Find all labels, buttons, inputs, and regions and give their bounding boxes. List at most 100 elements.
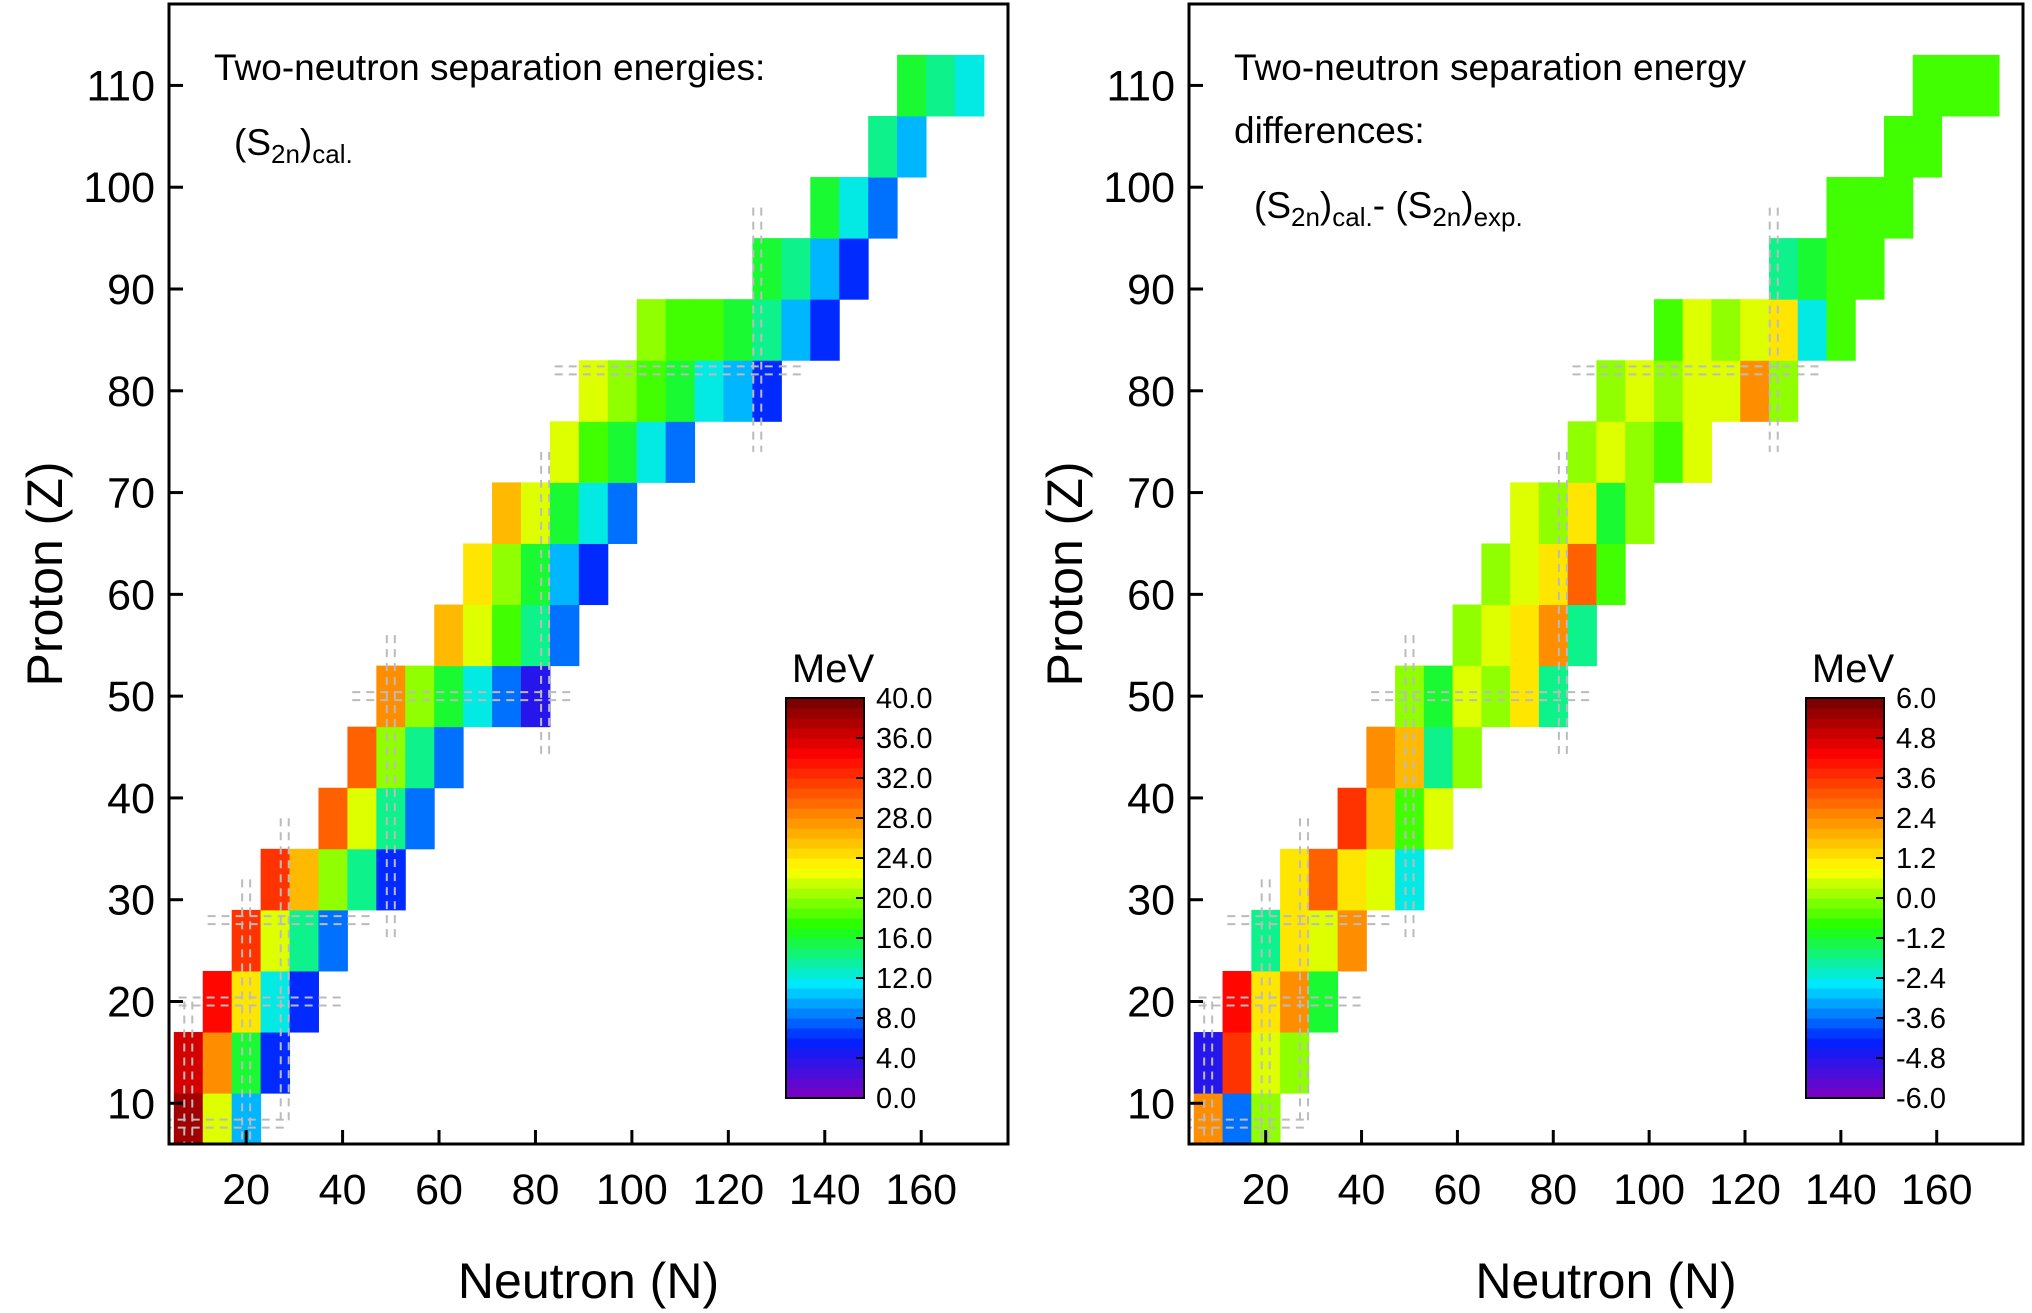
cell [694, 299, 725, 361]
colorbar-tick-label: -1.2 [1896, 923, 1946, 955]
cell [1884, 115, 1914, 178]
colorbar-band [786, 798, 864, 809]
cell [1596, 543, 1626, 606]
cell [1481, 604, 1511, 667]
y-tick-label: 70 [1127, 470, 1175, 518]
x-tick-label: 120 [692, 1166, 764, 1214]
x-tick-label: 60 [415, 1166, 463, 1214]
cell [520, 543, 551, 606]
cell [810, 299, 840, 361]
cell [1711, 299, 1741, 361]
cell [1452, 726, 1482, 789]
cell [752, 238, 782, 300]
cell [1768, 238, 1799, 300]
colorbar-band [1806, 978, 1884, 989]
colorbar-band [786, 758, 864, 769]
colorbar-tick-label: 12.0 [876, 963, 932, 995]
y-axis-label: Proton (Z) [17, 461, 73, 686]
cell [1826, 299, 1856, 361]
colorbar-band [1806, 938, 1884, 949]
cell [1855, 177, 1885, 239]
cell [260, 1032, 291, 1094]
cell [1768, 299, 1799, 361]
colorbar-tick-label: 6.0 [1896, 683, 1936, 715]
colorbar-band [1806, 818, 1884, 829]
cell [347, 726, 377, 789]
cell [1280, 970, 1310, 1033]
x-tick-label: 140 [1805, 1166, 1877, 1214]
x-tick-label: 160 [885, 1166, 957, 1214]
cell [1193, 1093, 1224, 1144]
cell [636, 360, 667, 422]
x-tick-label: 100 [1613, 1166, 1685, 1214]
cell [781, 299, 811, 361]
colorbar-band [786, 1008, 864, 1019]
colorbar-band [786, 698, 864, 709]
y-tick-label: 20 [1127, 979, 1175, 1027]
plot-frame [1187, 2, 2025, 1146]
cell [318, 848, 348, 911]
colorbar-band [786, 948, 864, 959]
colorbar-band [1806, 1008, 1884, 1019]
colorbar-band [786, 848, 864, 859]
cell [607, 421, 638, 483]
y-tick-label: 110 [1106, 62, 1175, 110]
colorbar-band [786, 928, 864, 939]
cell [492, 665, 522, 728]
cell [1653, 360, 1684, 422]
cell [1222, 970, 1252, 1033]
cell [202, 1093, 233, 1144]
cell [1567, 543, 1597, 606]
colorbar-band [1806, 898, 1884, 909]
plot-area [1189, 54, 2000, 1144]
colorbar-band [786, 818, 864, 829]
colorbar-band [1806, 948, 1884, 959]
colorbar-tick-label: 24.0 [876, 843, 932, 875]
colorbar-band [1806, 708, 1884, 719]
cell [549, 482, 580, 544]
colorbar-band [1806, 1048, 1884, 1059]
cell [1308, 909, 1339, 972]
colorbar-band [786, 908, 864, 919]
y-tick-label: 110 [86, 62, 155, 110]
colorbar-band [1806, 748, 1884, 759]
y-tick-label: 20 [107, 979, 155, 1027]
cell [1366, 848, 1396, 911]
y-tick-label: 90 [1127, 266, 1175, 314]
cell [231, 970, 262, 1033]
colorbar-band [786, 1048, 864, 1059]
cell [1395, 726, 1425, 789]
cell [549, 421, 580, 483]
cell [636, 421, 667, 483]
cell [1510, 665, 1540, 728]
cell [1337, 909, 1367, 972]
cell [1337, 787, 1367, 850]
cell [868, 115, 898, 178]
cell [231, 1032, 262, 1094]
colorbar-band [1806, 758, 1884, 769]
cell [463, 543, 493, 606]
colorbar-band [786, 1028, 864, 1039]
y-tick-label: 30 [107, 877, 155, 925]
cell [1625, 482, 1655, 544]
cell [1596, 482, 1626, 544]
cell [1826, 177, 1856, 239]
colorbar-band [786, 998, 864, 1009]
annotation-formula: (S2n)cal.- (S2n)exp. [1254, 185, 1523, 232]
cell [434, 604, 464, 667]
cell [1567, 421, 1597, 483]
cell [578, 360, 609, 422]
colorbar-band [1806, 848, 1884, 859]
cell [1855, 238, 1885, 300]
cell [520, 482, 551, 544]
y-tick-label: 100 [1103, 164, 1175, 212]
y-tick-label: 10 [1127, 1080, 1175, 1128]
colorbar-tick-label: 16.0 [876, 923, 932, 955]
cell [578, 482, 609, 544]
cell [1740, 360, 1770, 422]
x-tick-label: 80 [512, 1166, 560, 1214]
cell [1395, 848, 1425, 911]
colorbar-tick-label: 36.0 [876, 723, 932, 755]
formula-part: (S [234, 122, 271, 163]
